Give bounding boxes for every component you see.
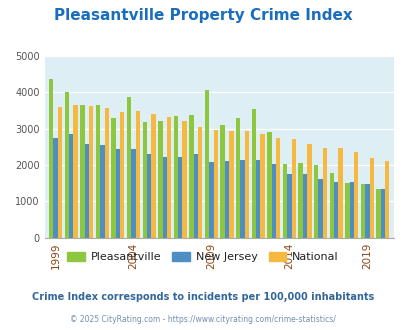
Bar xyxy=(162,157,166,238)
Bar xyxy=(213,130,217,238)
Bar xyxy=(344,183,349,238)
Bar xyxy=(198,127,202,238)
Text: © 2025 CityRating.com - https://www.cityrating.com/crime-statistics/: © 2025 CityRating.com - https://www.city… xyxy=(70,315,335,324)
Bar xyxy=(313,165,318,238)
Bar xyxy=(375,189,380,238)
Bar xyxy=(360,183,364,238)
Bar xyxy=(100,146,104,238)
Bar xyxy=(120,112,124,238)
Bar xyxy=(189,115,193,238)
Bar xyxy=(142,122,147,238)
Bar xyxy=(318,179,322,238)
Bar xyxy=(58,107,62,238)
Bar xyxy=(147,154,151,238)
Bar xyxy=(333,182,337,238)
Bar xyxy=(275,138,279,238)
Bar xyxy=(193,154,198,238)
Bar xyxy=(282,164,286,238)
Bar xyxy=(182,121,186,238)
Bar xyxy=(173,116,178,238)
Bar xyxy=(244,131,249,238)
Bar xyxy=(127,97,131,238)
Bar xyxy=(53,138,58,238)
Bar xyxy=(135,111,140,238)
Bar xyxy=(349,182,353,238)
Bar xyxy=(115,149,120,238)
Bar xyxy=(209,162,213,238)
Bar xyxy=(271,164,275,238)
Bar xyxy=(158,121,162,238)
Bar xyxy=(353,151,357,238)
Bar xyxy=(291,139,295,238)
Bar xyxy=(322,148,326,238)
Bar xyxy=(64,92,69,238)
Text: Pleasantville Property Crime Index: Pleasantville Property Crime Index xyxy=(53,8,352,23)
Bar xyxy=(266,132,271,238)
Bar xyxy=(364,183,369,238)
Bar xyxy=(256,159,260,238)
Bar xyxy=(307,144,311,238)
Legend: Pleasantville, New Jersey, National: Pleasantville, New Jersey, National xyxy=(63,248,342,267)
Bar xyxy=(329,173,333,238)
Bar xyxy=(380,189,384,238)
Bar xyxy=(224,161,229,238)
Bar xyxy=(337,148,342,238)
Bar xyxy=(131,149,135,238)
Bar xyxy=(73,105,77,238)
Bar xyxy=(96,106,100,238)
Bar xyxy=(89,106,93,238)
Bar xyxy=(369,158,373,238)
Bar xyxy=(229,131,233,238)
Bar xyxy=(251,110,256,238)
Bar xyxy=(260,134,264,238)
Bar xyxy=(84,144,89,238)
Bar xyxy=(178,157,182,238)
Bar xyxy=(220,125,224,238)
Bar xyxy=(69,134,73,238)
Bar xyxy=(166,117,171,238)
Bar xyxy=(151,114,155,238)
Bar xyxy=(384,161,388,238)
Bar xyxy=(286,174,291,238)
Bar xyxy=(240,160,244,238)
Text: Crime Index corresponds to incidents per 100,000 inhabitants: Crime Index corresponds to incidents per… xyxy=(32,292,373,302)
Bar xyxy=(49,79,53,238)
Bar xyxy=(104,108,109,238)
Bar xyxy=(235,118,240,238)
Bar xyxy=(111,118,115,238)
Bar xyxy=(205,90,209,238)
Bar xyxy=(298,163,302,238)
Bar xyxy=(302,175,307,238)
Bar xyxy=(80,106,84,238)
